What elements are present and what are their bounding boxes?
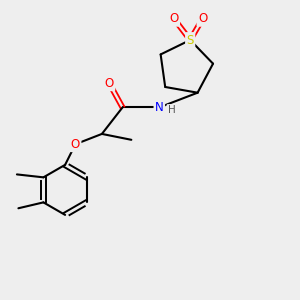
Text: O: O bbox=[198, 12, 207, 25]
Text: O: O bbox=[105, 77, 114, 90]
Text: S: S bbox=[187, 34, 194, 46]
Text: O: O bbox=[169, 12, 178, 25]
Text: H: H bbox=[168, 105, 176, 116]
Text: O: O bbox=[71, 138, 80, 151]
Text: N: N bbox=[155, 101, 164, 114]
